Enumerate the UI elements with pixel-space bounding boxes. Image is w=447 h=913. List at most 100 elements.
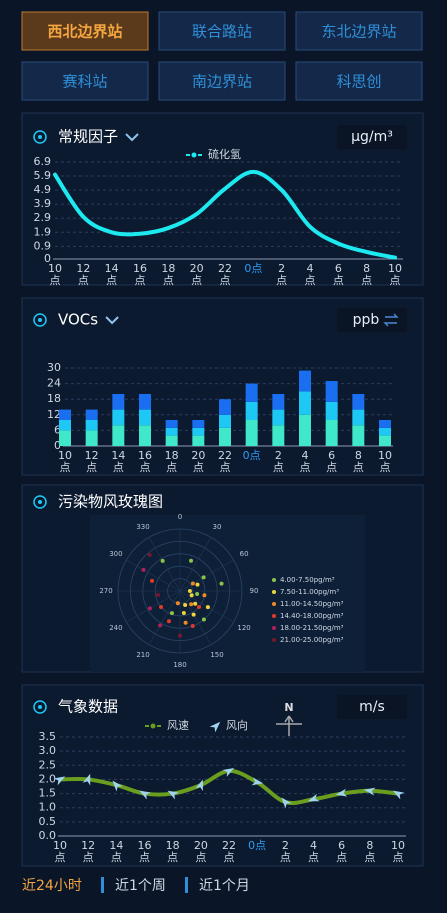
bar-segment bbox=[219, 399, 231, 415]
dropdown-chevron[interactable] bbox=[105, 316, 119, 325]
bar-segment bbox=[85, 430, 98, 446]
rose-point bbox=[195, 592, 200, 597]
panel-icon bbox=[33, 130, 47, 144]
wind-arrow bbox=[82, 773, 91, 786]
unit-box[interactable] bbox=[337, 695, 407, 719]
rose-point bbox=[193, 601, 198, 606]
y-tick-label: 24 bbox=[47, 377, 61, 390]
station-button[interactable] bbox=[158, 61, 286, 101]
tab-label[interactable]: 近1个月 bbox=[199, 878, 250, 894]
bar-segment bbox=[112, 394, 125, 410]
angle-label: 330 bbox=[136, 523, 149, 531]
y-tick-label: 18 bbox=[47, 392, 61, 405]
rose-point bbox=[201, 575, 206, 580]
bar-segment bbox=[85, 409, 98, 420]
angle-label: 0 bbox=[178, 513, 182, 521]
rose-point bbox=[195, 582, 200, 587]
bar-segment bbox=[299, 414, 311, 446]
angle-label: 180 bbox=[173, 661, 186, 669]
x-tick-label: 10 点 bbox=[388, 262, 402, 287]
station-label[interactable]: 南边界站 bbox=[192, 73, 252, 91]
bar-segment bbox=[325, 420, 338, 446]
y-tick-label: 1.0 bbox=[39, 801, 57, 814]
x-tick-label: 10 点 bbox=[48, 262, 62, 287]
y-tick-label: 12 bbox=[47, 408, 61, 421]
station-label[interactable]: 东北边界站 bbox=[321, 23, 396, 41]
bar-segment bbox=[165, 420, 178, 428]
legend-label: 14.40-18.00pg/m³ bbox=[280, 612, 344, 620]
panel-title: VOCs bbox=[58, 311, 98, 329]
wind-arrow bbox=[363, 787, 376, 796]
x-tick-label: 16 点 bbox=[138, 449, 152, 474]
rose-point bbox=[147, 606, 152, 611]
rose-point bbox=[147, 552, 152, 557]
y-tick-label: 1.9 bbox=[34, 225, 52, 238]
bar-segment bbox=[352, 425, 365, 446]
unit-box[interactable] bbox=[337, 308, 407, 332]
station-button[interactable] bbox=[295, 11, 423, 51]
station-button[interactable] bbox=[158, 11, 286, 51]
x-tick-label: 0点 bbox=[248, 839, 266, 852]
legend-dot bbox=[272, 626, 276, 630]
x-tick-label: 14 点 bbox=[105, 262, 119, 287]
rose-point bbox=[190, 581, 195, 586]
legend-dot bbox=[272, 602, 276, 606]
tab-label[interactable]: 近1个周 bbox=[115, 878, 166, 894]
bar-segment bbox=[192, 435, 205, 446]
unit-label[interactable]: m/s bbox=[359, 699, 385, 715]
station-label[interactable]: 西北边界站 bbox=[47, 23, 122, 41]
station-button[interactable] bbox=[21, 61, 149, 101]
rose-point bbox=[160, 558, 165, 563]
rose-point bbox=[205, 605, 210, 610]
bar-segment bbox=[325, 401, 338, 420]
station-button[interactable] bbox=[21, 11, 149, 51]
station-button[interactable] bbox=[295, 61, 423, 101]
bar-segment bbox=[112, 425, 125, 446]
unit-label[interactable]: µg/m³ bbox=[351, 129, 393, 145]
bar-segment bbox=[192, 427, 205, 436]
rose-point bbox=[187, 589, 192, 593]
bar-segment bbox=[245, 383, 258, 402]
y-tick-label: 6 bbox=[54, 423, 61, 436]
rose-point bbox=[156, 592, 161, 597]
panel-title: 常规因子 bbox=[58, 128, 118, 146]
x-tick-label: 22 点 bbox=[218, 449, 232, 474]
rose-point bbox=[141, 567, 146, 572]
unit-label[interactable]: ppb bbox=[353, 312, 380, 328]
panel-icon bbox=[33, 495, 47, 509]
bar-segment bbox=[352, 409, 365, 426]
wind-arrow bbox=[167, 790, 179, 800]
y-tick-label: 30 bbox=[47, 361, 61, 374]
panel-icon-dot bbox=[38, 318, 42, 322]
station-label[interactable]: 科思创 bbox=[336, 73, 381, 91]
y-tick-label: 0.5 bbox=[39, 815, 57, 828]
station-label[interactable]: 联合路站 bbox=[192, 23, 252, 41]
bar-segment bbox=[379, 427, 391, 436]
rose-spoke bbox=[148, 590, 181, 645]
x-tick-label: 22 点 bbox=[218, 262, 232, 287]
bar-segment bbox=[219, 427, 231, 446]
rose-point bbox=[189, 558, 194, 563]
unit-box[interactable] bbox=[337, 125, 407, 149]
dropdown-chevron[interactable] bbox=[125, 133, 139, 142]
wind-arrow bbox=[222, 767, 235, 777]
bar-segment bbox=[192, 420, 205, 428]
bar-segment bbox=[112, 409, 125, 426]
x-tick-label: 10 点 bbox=[53, 839, 67, 864]
wind-arrow bbox=[251, 777, 264, 786]
rose-point bbox=[189, 602, 194, 607]
tab-label[interactable]: 近24小时 bbox=[22, 878, 82, 894]
bar-segment bbox=[379, 435, 391, 446]
panel-icon bbox=[33, 313, 47, 327]
rose-background bbox=[90, 515, 365, 672]
legend-arrow bbox=[209, 721, 221, 733]
station-label[interactable]: 赛科站 bbox=[62, 73, 107, 91]
legend-label: 18.00-21.50pg/m³ bbox=[280, 624, 344, 632]
